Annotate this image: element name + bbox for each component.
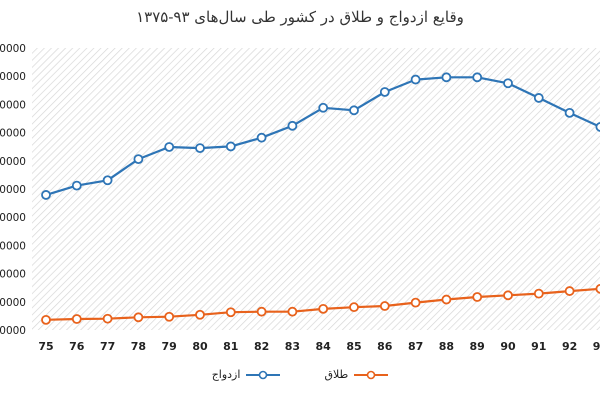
data-point-marriage [533,93,544,103]
y-tick-label: 0000 [0,71,26,83]
data-point-marriage [564,107,575,118]
data-point-marriage [71,180,82,191]
data-point-divorce [102,313,113,324]
data-point-divorce [256,306,267,317]
legend-swatch-marriage [246,370,281,379]
y-tick-label: 0000 [0,212,26,224]
data-point-marriage [595,122,600,132]
legend-item-divorce: طلاق [324,368,389,381]
y-tick-label: 0000 [0,240,26,252]
x-tick-label: 89 [470,340,485,353]
x-tick-label: 83 [285,340,300,353]
x-tick-label: 78 [131,340,146,353]
x-tick-label: 90 [500,340,516,353]
data-point-marriage [318,102,329,113]
x-tick-label: 86 [377,340,393,353]
data-point-marriage [225,141,236,152]
data-point-divorce [349,302,359,313]
data-point-marriage [41,190,51,200]
x-tick-label: 81 [223,340,238,353]
data-point-divorce [318,303,329,314]
data-point-marriage [164,142,175,152]
y-tick-label: 0000 [0,43,26,55]
legend: ازدواج طلاق [0,368,600,381]
x-tick-label: 88 [439,340,454,353]
x-tick-label: 87 [408,340,423,353]
legend-label-marriage: ازدواج [211,368,241,381]
legend-swatch-divorce [354,370,389,379]
x-tick-label: 82 [254,340,269,353]
x-tick-label: 84 [316,340,332,353]
data-point-divorce [410,297,421,308]
x-tick-label: 77 [100,340,115,353]
data-point-divorce [164,311,175,322]
y-tick-label: 0000 [0,99,26,111]
data-point-divorce [133,312,144,323]
y-tick-label: 0000 [0,297,26,309]
data-point-divorce [441,294,452,305]
data-point-marriage [503,78,513,89]
x-tick-label: 93 [593,340,600,353]
x-tick-label: 85 [346,340,361,353]
data-point-marriage [102,175,113,186]
data-point-divorce [472,292,483,302]
y-tick-label: 0000 [0,128,26,140]
x-tick-label: 80 [192,340,208,353]
legend-item-marriage: ازدواج [212,368,281,381]
legend-label-divorce: طلاق [324,368,349,381]
data-point-divorce [533,288,544,299]
y-tick-label: 0000 [0,184,26,196]
data-point-marriage [287,120,298,131]
data-point-marriage [410,74,421,85]
x-tick-label: 91 [531,340,546,353]
data-point-marriage [472,72,483,83]
data-point-marriage [379,87,390,97]
data-point-marriage [256,132,267,143]
x-tick-label: 75 [38,340,53,353]
chart-title: وقایع ازدواج و طلاق در کشور طی سال‌های ۹… [136,8,464,26]
data-point-marriage [349,105,359,116]
data-point-divorce [195,309,205,320]
y-tick-label: 0000 [0,269,26,281]
data-point-marriage [195,143,205,154]
y-tick-label: 0000 [0,325,26,337]
x-tick-label: 79 [162,340,177,353]
data-point-marriage [133,154,144,165]
data-point-divorce [503,290,513,301]
data-point-divorce [41,314,51,325]
x-tick-label: 92 [562,340,577,353]
y-tick-label: 0000 [0,156,26,168]
data-point-divorce [71,314,82,324]
data-point-divorce [225,307,236,318]
x-tick-label: 76 [69,340,85,353]
plot-area-background [32,48,600,330]
data-point-divorce [595,283,600,294]
data-point-divorce [379,301,390,311]
data-point-divorce [287,306,298,317]
data-point-divorce [564,286,575,296]
data-point-marriage [441,72,452,83]
